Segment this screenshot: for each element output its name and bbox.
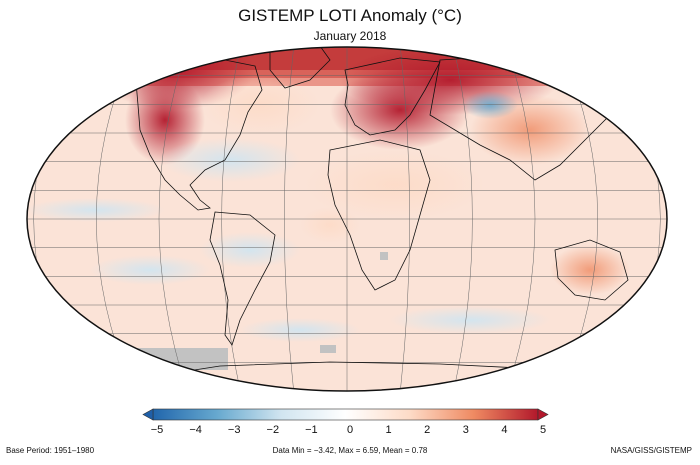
meridian-line (27, 47, 28, 391)
colorbar-tick-label: −5 (150, 424, 164, 436)
south-america-outline (209, 211, 276, 346)
greenland-outline (269, 47, 331, 89)
australia-warm-blob (550, 245, 630, 295)
colorbar-tick-label: −1 (305, 424, 318, 436)
data-stats: Data Min = −3.42, Max = 6.59, Mean = 0.7… (272, 446, 428, 455)
australia-outline (554, 239, 629, 301)
africa-outline (327, 139, 431, 291)
colorbar-tick-label: 3 (462, 424, 469, 436)
pacific-cool-band (27, 198, 165, 222)
north-america-outline (134, 57, 263, 211)
siberia-cool-blob (462, 91, 518, 119)
colorbar-min-arrow (142, 408, 154, 421)
base-period: Base Period: 1951–1980 (6, 446, 95, 455)
colorbar-tick-label: 4 (501, 424, 508, 436)
credit: NASA/GISS/GISTEMP (610, 446, 692, 455)
map-title: GISTEMP LOTI Anomaly (°C) (238, 6, 462, 25)
colorbar-tick-label: −2 (266, 424, 280, 436)
colorbar-max-arrow (537, 408, 549, 421)
colorbar-tick-label: 2 (424, 424, 431, 436)
colorbar-ticks: −5 −4 −3 −2 −1 0 1 2 3 4 5 (0, 424, 700, 440)
anomaly-field (27, 47, 667, 391)
globe-outline (26, 46, 668, 392)
colorbar-tick-label: 0 (346, 424, 354, 436)
colorbar-tick-label: 5 (539, 424, 547, 436)
colorbar-tick-label: −4 (189, 424, 202, 436)
colorbar (152, 408, 539, 421)
europe-outline (344, 57, 441, 136)
colorbar-tick-label: −3 (227, 424, 241, 436)
map-subtitle: January 2018 (313, 29, 387, 43)
missing-data-area (108, 348, 228, 370)
colorbar-tick-label: 1 (385, 424, 392, 436)
meridian-line (666, 47, 667, 391)
